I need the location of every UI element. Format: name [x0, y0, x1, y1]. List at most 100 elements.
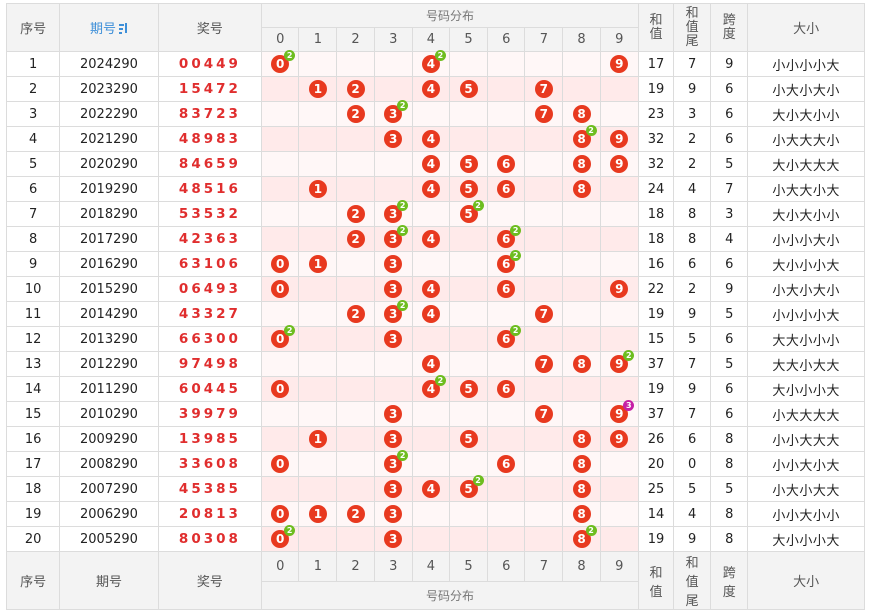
cell-digit-9 [599, 201, 639, 227]
cell-digit-3: 3 [373, 526, 413, 552]
cell-digit-9 [599, 301, 639, 327]
cell-digit-1 [298, 376, 338, 402]
repeat-count-badge: 2 [397, 100, 409, 111]
cell-award: 15472 [157, 76, 263, 102]
cell-sum: 16 [637, 251, 675, 277]
number-ball: 3 [384, 505, 403, 523]
cell-sum-tail: 6 [673, 251, 712, 277]
cell-seq: 10 [5, 276, 61, 302]
sort-icon[interactable] [118, 22, 128, 34]
repeat-count-badge: 2 [472, 200, 484, 211]
number-ball: 3 [384, 405, 403, 423]
header-span: 跨度 [710, 3, 749, 52]
table-row: 17 2008290 33608 0 3 2 6 8 20 0 8 小小大小大 [5, 450, 865, 477]
cell-digit-0: 0 [261, 451, 300, 477]
cell-span: 8 [710, 426, 749, 452]
cell-sum: 23 [637, 101, 675, 127]
number-ball: 4 [421, 180, 440, 198]
cell-digit-8 [562, 226, 601, 252]
cell-sum-tail: 4 [673, 501, 712, 527]
cell-digit-1 [298, 401, 338, 427]
cell-digit-6 [487, 476, 526, 502]
cell-span: 7 [710, 176, 749, 202]
cell-digit-6: 6 [487, 276, 526, 302]
table-row: 8 2017290 42363 2 3 2 4 6 2 18 8 4 小小小大小 [5, 225, 865, 252]
cell-digit-4 [411, 501, 450, 527]
number-ball: 1 [308, 430, 327, 448]
cell-digit-7 [524, 451, 564, 477]
number-ball: 1 [308, 505, 327, 523]
cell-digit-7 [524, 201, 564, 227]
repeat-count-badge: 2 [284, 325, 296, 336]
cell-digit-1 [298, 101, 338, 127]
table-row: 13 2012290 97498 4 7 8 9 2 37 7 5 大大小大大 [5, 350, 865, 377]
cell-digit-0: 0 [261, 501, 300, 527]
cell-digit-4 [411, 201, 450, 227]
cell-award: 48983 [157, 126, 263, 152]
number-ball: 9 [610, 430, 629, 448]
cell-span: 4 [710, 226, 749, 252]
cell-digit-0 [261, 351, 300, 377]
cell-period: 2014290 [59, 301, 159, 327]
number-ball: 3 [384, 430, 403, 448]
cell-award: 33608 [157, 451, 263, 477]
cell-sum: 20 [637, 451, 675, 477]
cell-span: 6 [710, 251, 749, 277]
repeat-count-badge: 2 [585, 525, 597, 536]
cell-digit-8 [562, 326, 601, 352]
cell-digit-7 [524, 251, 564, 277]
cell-span: 8 [710, 451, 749, 477]
number-ball: 5 [459, 380, 478, 398]
table-row: 5 2020290 84659 4 5 6 8 9 32 2 5 大小大大大 [5, 151, 865, 177]
cell-digit-5 [448, 451, 489, 477]
cell-size: 大大小大大 [747, 351, 865, 377]
number-ball: 2 [346, 105, 365, 123]
number-ball: 4 [421, 380, 440, 398]
number-ball: 6 [497, 230, 516, 248]
repeat-count-badge: 2 [623, 350, 635, 361]
cell-size: 大小大小小 [747, 201, 865, 227]
header-period-sort[interactable]: 期号 [59, 3, 159, 52]
number-ball: 5 [459, 430, 478, 448]
number-ball: 6 [497, 155, 516, 173]
cell-sum: 19 [637, 376, 675, 402]
cell-digit-6 [487, 501, 526, 527]
cell-digit-6 [487, 401, 526, 427]
cell-sum-tail: 3 [673, 101, 712, 127]
footer-digit-3: 3 [373, 551, 413, 582]
number-ball: 5 [459, 480, 478, 498]
cell-digit-4 [411, 326, 450, 352]
cell-seq: 12 [5, 326, 61, 352]
cell-digit-7 [524, 501, 564, 527]
cell-digit-4: 4 [411, 226, 450, 252]
table-row: 4 2021290 48983 3 4 8 2 9 32 2 6 小大大大小 [5, 125, 865, 152]
cell-seq: 3 [5, 101, 61, 127]
number-ball: 8 [572, 130, 591, 148]
cell-span: 5 [710, 301, 749, 327]
number-ball: 2 [346, 305, 365, 323]
footer-digit-0: 0 [261, 551, 300, 582]
cell-sum: 19 [637, 76, 675, 102]
number-ball: 0 [271, 55, 290, 73]
cell-period: 2006290 [59, 501, 159, 527]
number-ball: 7 [534, 405, 553, 423]
cell-award: 42363 [157, 226, 263, 252]
cell-digit-0 [261, 301, 300, 327]
cell-digit-4 [411, 451, 450, 477]
cell-seq: 15 [5, 401, 61, 427]
cell-digit-8: 8 [562, 476, 601, 502]
number-ball: 6 [497, 280, 516, 298]
cell-digit-2 [336, 351, 375, 377]
cell-sum-tail: 7 [673, 51, 712, 77]
number-ball: 0 [271, 280, 290, 298]
cell-period: 2022290 [59, 101, 159, 127]
cell-period: 2017290 [59, 226, 159, 252]
header-digit-4: 4 [411, 27, 450, 52]
repeat-count-badge: 2 [397, 225, 409, 236]
